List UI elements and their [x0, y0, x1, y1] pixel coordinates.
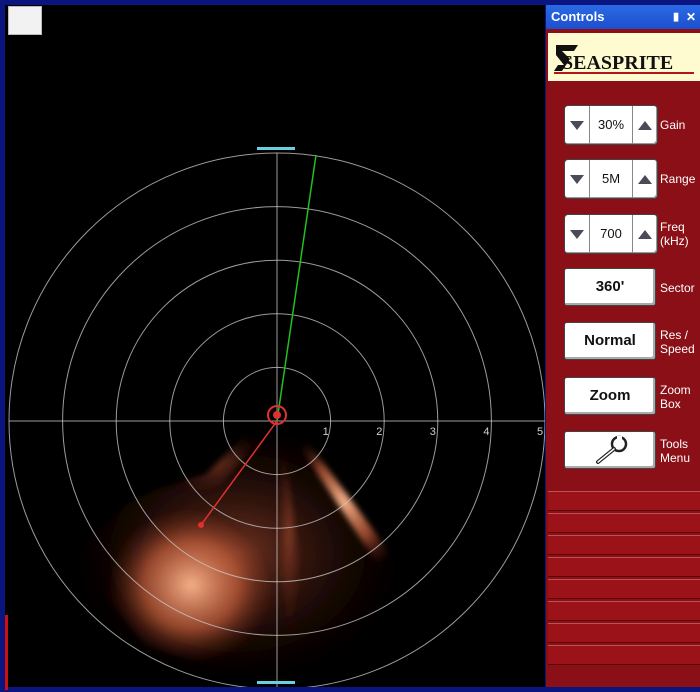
status-row [548, 623, 700, 643]
freq-value: 700 [590, 215, 632, 253]
zoom-box-button[interactable]: Zoom [564, 377, 656, 415]
north-marker [257, 147, 295, 150]
sonar-display[interactable]: 1 2 3 4 5 [5, 5, 545, 687]
zoom-control: Zoom Zoom Box [564, 377, 700, 417]
logo-text: SEASPRITE [562, 52, 673, 74]
status-row [548, 601, 700, 621]
tools-label: Tools Menu [660, 431, 700, 471]
gain-value: 30% [590, 106, 632, 144]
freq-label-line1: Freq [660, 220, 700, 234]
side-indicator [5, 615, 8, 690]
transducer-dot [273, 411, 281, 419]
range-stepper: 5M [564, 159, 658, 199]
heading-line [277, 155, 316, 421]
res-label: Res / Speed [660, 322, 700, 362]
gain-control: 30% Gain [564, 105, 700, 145]
freq-control: 700 Freq (kHz) [564, 214, 700, 254]
tools-label-line1: Tools [660, 437, 700, 451]
status-row [548, 557, 700, 577]
res-label-line2: Speed [660, 342, 700, 356]
freq-label-line2: (kHz) [660, 234, 700, 248]
sector-control: 360' Sector [564, 268, 700, 308]
range-control: 5M Range [564, 159, 700, 199]
sector-button[interactable]: 360' [564, 268, 656, 306]
panel-title: Controls [551, 5, 604, 29]
status-row [548, 645, 700, 665]
gain-label: Gain [660, 105, 700, 145]
down-arrow-icon [570, 230, 584, 239]
tools-control: Tools Menu [564, 431, 700, 471]
freq-stepper: 700 [564, 214, 658, 254]
gain-increase-button[interactable] [632, 106, 657, 144]
zoom-label-line1: Zoom [660, 383, 700, 397]
range-label: Range [660, 159, 700, 199]
pin-icon[interactable]: ▮ [670, 5, 682, 29]
zoom-label: Zoom Box [660, 377, 700, 417]
down-arrow-icon [570, 175, 584, 184]
range-label-text: Range [660, 172, 700, 186]
res-control: Normal Res / Speed [564, 322, 700, 362]
up-arrow-icon [638, 230, 652, 239]
wrench-icon [590, 435, 630, 465]
controls-panel: Controls ▮ ✕ SEASPRITE 30% Gain 5M Range… [546, 5, 700, 687]
range-label: 2 [376, 426, 382, 438]
sonar-range-labels: 1 2 3 4 5 [323, 426, 544, 438]
gain-decrease-button[interactable] [565, 106, 590, 144]
freq-increase-button[interactable] [632, 215, 657, 253]
status-row [548, 491, 700, 511]
close-icon[interactable]: ✕ [684, 5, 698, 29]
range-label: 1 [323, 426, 329, 438]
target-marker[interactable] [198, 522, 204, 528]
tools-label-line2: Menu [660, 451, 700, 465]
range-label: 3 [430, 426, 436, 438]
freq-label: Freq (kHz) [660, 214, 700, 254]
status-row [548, 535, 700, 555]
res-label-line1: Res / [660, 328, 700, 342]
up-arrow-icon [638, 175, 652, 184]
status-row [548, 579, 700, 599]
sonar-svg[interactable]: 1 2 3 4 5 [5, 5, 545, 687]
gain-label-text: Gain [660, 118, 700, 132]
res-speed-button[interactable]: Normal [564, 322, 656, 360]
sector-label: Sector [660, 268, 700, 308]
range-decrease-button[interactable] [565, 160, 590, 198]
range-value: 5M [590, 160, 632, 198]
display-corner-button[interactable] [8, 6, 42, 35]
tools-menu-button[interactable] [564, 431, 656, 469]
up-arrow-icon [638, 121, 652, 130]
down-arrow-icon [570, 121, 584, 130]
freq-decrease-button[interactable] [565, 215, 590, 253]
status-row [548, 513, 700, 533]
panel-title-bar[interactable]: Controls ▮ ✕ [546, 5, 700, 29]
status-list [548, 491, 700, 667]
range-label: 4 [483, 426, 489, 438]
gain-stepper: 30% [564, 105, 658, 145]
range-label: 5 [537, 426, 543, 438]
sector-label-text: Sector [660, 281, 700, 295]
south-marker [257, 681, 295, 684]
brand-logo: SEASPRITE [548, 33, 700, 81]
zoom-label-line2: Box [660, 397, 700, 411]
range-increase-button[interactable] [632, 160, 657, 198]
